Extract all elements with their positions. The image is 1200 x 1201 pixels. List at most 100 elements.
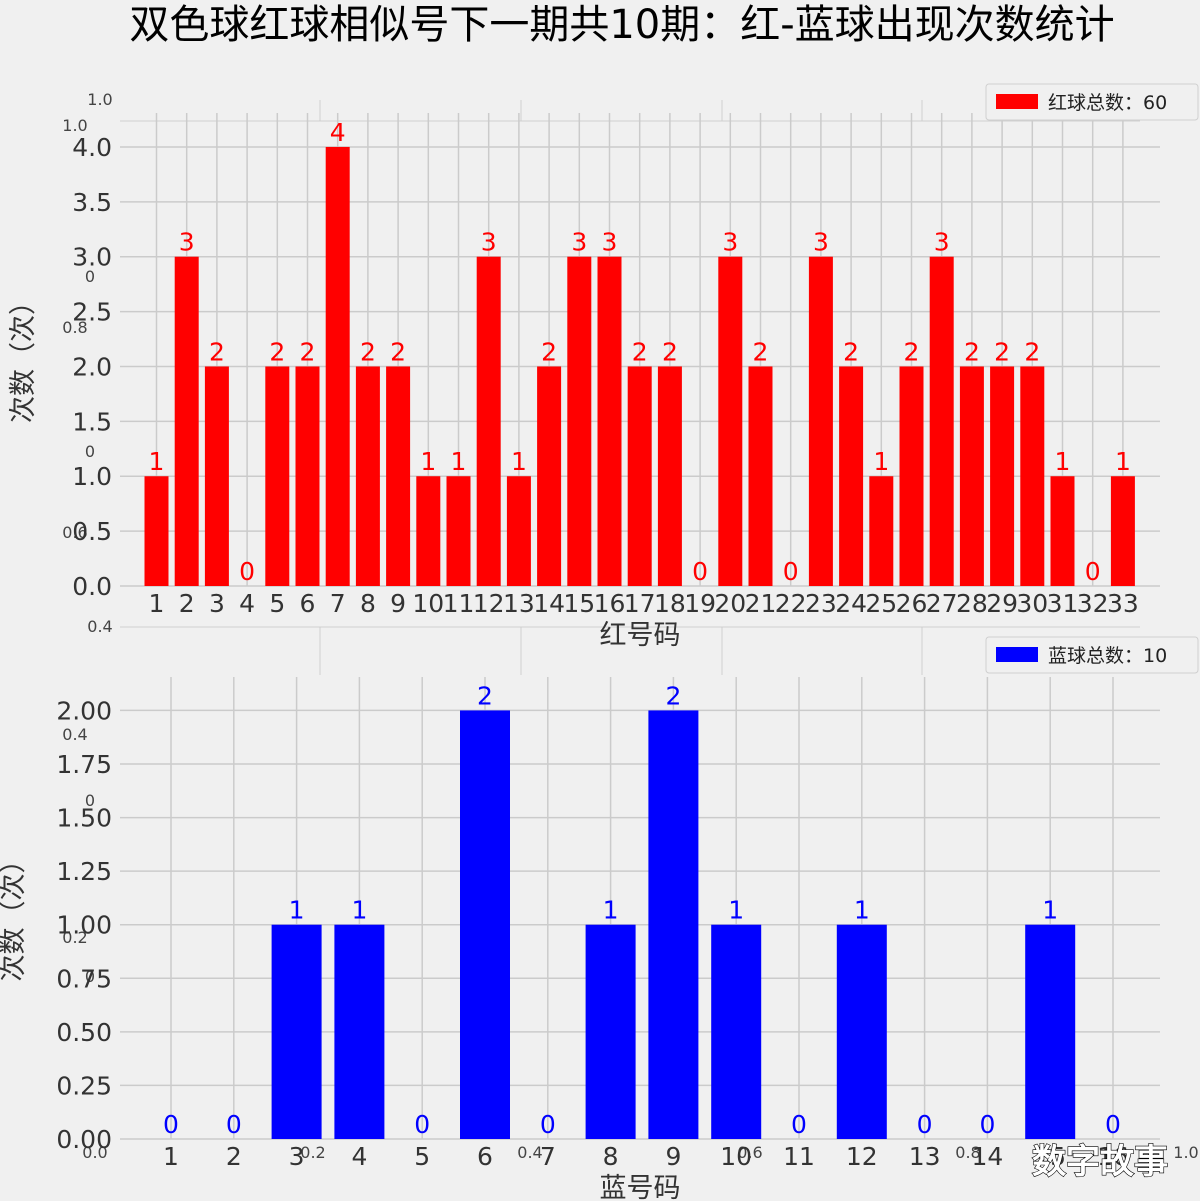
bar <box>711 924 762 1139</box>
bar <box>959 366 984 586</box>
bar <box>265 366 290 586</box>
ghost-axis-layer: 1.01.000.800.60.40.400.200.0 0.2 0.4 0.6 0.8… <box>62 90 1198 1162</box>
y-tick-label: 2.0 <box>72 352 112 381</box>
ghost-tick-label: 0.6 <box>62 523 87 542</box>
x-tick-label: 29 <box>986 589 1018 618</box>
x-tick-label: 4 <box>239 589 255 618</box>
x-tick-label: 14 <box>533 589 565 618</box>
bar-value-label: 2 <box>904 337 920 366</box>
x-tick-label: 3 <box>289 1142 305 1171</box>
bar-value-label: 2 <box>360 337 376 366</box>
bar <box>174 256 199 586</box>
x-tick-label: 15 <box>563 589 595 618</box>
x-tick-label: 9 <box>390 589 406 618</box>
bar-value-label: 3 <box>722 228 738 257</box>
bar <box>836 924 887 1139</box>
x-tick-label: 13 <box>909 1142 941 1171</box>
y-tick-label: 2.00 <box>56 696 112 725</box>
x-tick-label: 16 <box>594 589 626 618</box>
x-axis-label: 蓝号码 <box>600 1173 681 1201</box>
bar <box>839 366 864 586</box>
bar <box>506 476 531 586</box>
bar <box>627 366 652 586</box>
x-tick-label: 22 <box>775 589 807 618</box>
x-axis-label: 红号码 <box>600 620 681 651</box>
ghost-tick-label: 0.4 <box>517 1143 542 1162</box>
x-tick-label: 11 <box>783 1142 815 1171</box>
legend-label: 红球总数：60 <box>1048 92 1167 114</box>
bar-value-label: 0 <box>540 1110 556 1139</box>
bar <box>416 476 441 586</box>
bar-value-label: 1 <box>351 896 367 925</box>
bar <box>657 366 682 586</box>
bar-value-label: 1 <box>149 447 165 476</box>
legend-swatch <box>996 94 1038 109</box>
bar <box>748 366 773 586</box>
x-tick-label: 3 <box>209 589 225 618</box>
bar-value-label: 2 <box>632 337 648 366</box>
ghost-tick-label: 1.0 <box>1173 1143 1198 1162</box>
bar-value-label: 0 <box>917 1110 933 1139</box>
bar-value-label: 1 <box>289 896 305 925</box>
x-tick-label: 9 <box>665 1142 681 1171</box>
bar-value-label: 0 <box>791 1110 807 1139</box>
bar-value-label: 2 <box>994 337 1010 366</box>
ghost-tick-label: 0.2 <box>300 1143 325 1162</box>
bar-value-label: 2 <box>477 681 493 710</box>
y-tick-label: 0.25 <box>56 1071 112 1100</box>
bar-value-label: 2 <box>300 337 316 366</box>
bar-value-label: 1 <box>1042 896 1058 925</box>
bar-value-label: 0 <box>692 557 708 586</box>
x-tick-label: 16 <box>1097 1142 1129 1171</box>
y-tick-label: 1.0 <box>72 462 112 491</box>
bar <box>808 256 833 586</box>
x-tick-label: 5 <box>414 1142 430 1171</box>
x-tick-label: 7 <box>540 1142 556 1171</box>
bar-value-label: 1 <box>603 896 619 925</box>
y-axis-label: 次数（次） <box>0 847 29 982</box>
bar <box>648 710 699 1139</box>
x-tick-label: 12 <box>846 1142 878 1171</box>
y-tick-label: 0.75 <box>56 964 112 993</box>
bar <box>567 256 592 586</box>
y-tick-label: 3.0 <box>72 243 112 272</box>
bar-value-label: 1 <box>873 447 889 476</box>
x-tick-label: 19 <box>684 589 716 618</box>
bar <box>990 366 1015 586</box>
ghost-tick-label: 0.0 <box>82 1143 107 1162</box>
bar <box>1110 476 1135 586</box>
x-tick-label: 17 <box>624 589 656 618</box>
bar-value-label: 1 <box>1115 447 1131 476</box>
x-tick-label: 15 <box>1034 1142 1066 1171</box>
x-tick-label: 10 <box>720 1142 752 1171</box>
x-tick-label: 30 <box>1016 589 1048 618</box>
x-tick-label: 1 <box>149 589 165 618</box>
y-tick-label: 0.5 <box>72 517 112 546</box>
y-tick-label: 1.00 <box>56 911 112 940</box>
x-tick-label: 32 <box>1077 589 1109 618</box>
ghost-tick-label: 0.6 <box>737 1143 762 1162</box>
legend-box <box>985 636 1199 674</box>
bar-value-label: 0 <box>1105 1110 1121 1139</box>
x-tick-label: 28 <box>956 589 988 618</box>
bar-value-label: 0 <box>226 1110 242 1139</box>
x-tick-label: 7 <box>330 589 346 618</box>
bar <box>929 256 954 586</box>
bar-value-label: 2 <box>269 337 285 366</box>
bar <box>295 366 320 586</box>
bar <box>537 366 562 586</box>
x-tick-label: 21 <box>745 589 777 618</box>
bar-value-label: 3 <box>481 228 497 257</box>
bar-value-label: 0 <box>163 1110 179 1139</box>
y-tick-label: 1.75 <box>56 750 112 779</box>
legend-label: 蓝球总数：10 <box>1048 645 1167 667</box>
bar <box>325 146 350 586</box>
bar <box>334 924 385 1139</box>
x-tick-label: 6 <box>300 589 316 618</box>
legend-swatch <box>996 647 1038 662</box>
chart-title: 双色球红球相似号下一期共10期：红-蓝球出现次数统计 <box>129 2 1114 48</box>
bar-value-label: 1 <box>420 447 436 476</box>
bar-value-label: 2 <box>390 337 406 366</box>
bar <box>271 924 322 1139</box>
x-tick-label: 26 <box>896 589 928 618</box>
